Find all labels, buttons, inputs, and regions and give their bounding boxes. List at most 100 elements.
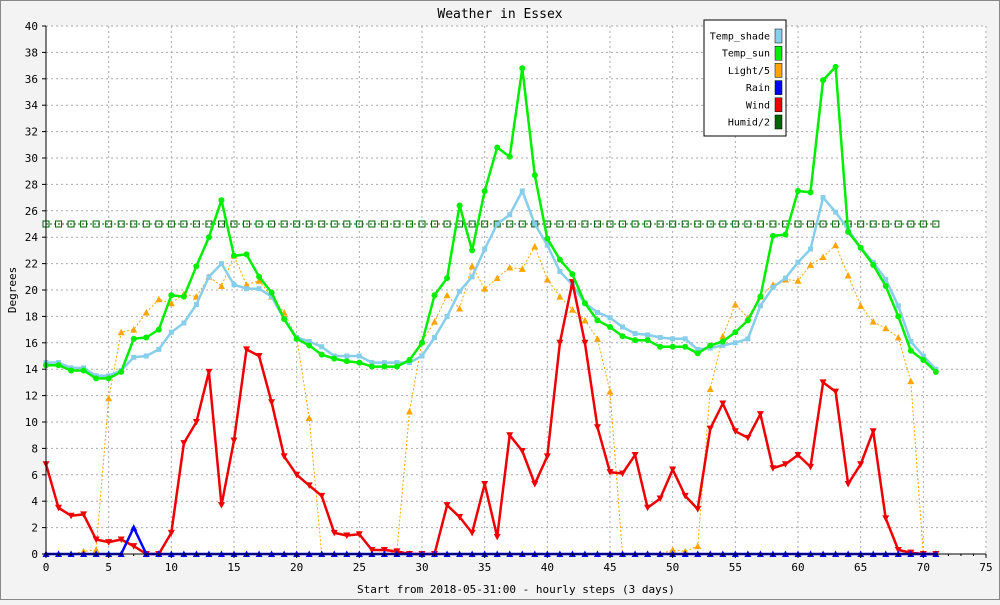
data-point <box>469 274 475 280</box>
tick-labels: 0 5 10 15 20 25 30 35 40 45 50 55 60 65 70 750246810121… <box>25 20 993 574</box>
data-point <box>193 263 200 270</box>
data-point <box>531 242 539 250</box>
data-point <box>305 414 313 422</box>
data-point <box>719 338 726 345</box>
data-point <box>594 309 600 315</box>
data-point <box>594 317 601 324</box>
data-point <box>131 354 137 360</box>
data-point <box>493 220 501 228</box>
x-tick-label: 10 <box>165 561 178 574</box>
data-point <box>456 514 464 521</box>
data-point <box>431 220 439 228</box>
data-point <box>180 293 187 300</box>
data-point <box>419 339 425 346</box>
data-point <box>268 399 276 406</box>
y-tick-label: 26 <box>25 205 38 218</box>
y-tick-label: 0 <box>31 548 38 561</box>
legend-box <box>703 19 787 137</box>
legend-label: Temp_shade <box>710 32 770 43</box>
data-point <box>130 524 138 531</box>
data-point <box>543 453 551 460</box>
data-point <box>556 256 563 263</box>
data-point <box>280 453 288 460</box>
data-point <box>644 220 652 228</box>
data-point <box>80 367 87 374</box>
data-point <box>620 324 626 330</box>
data-point <box>168 292 175 299</box>
data-point <box>807 261 815 268</box>
data-point <box>180 220 188 228</box>
data-point <box>393 220 401 228</box>
data-point <box>706 220 714 228</box>
data-point <box>568 220 576 228</box>
y-tick-label: 10 <box>25 416 38 429</box>
data-point <box>217 220 225 228</box>
data-point <box>706 385 714 392</box>
data-point <box>670 336 676 342</box>
data-point <box>67 220 75 228</box>
data-point <box>481 481 489 488</box>
data-point <box>568 306 576 313</box>
data-point <box>155 326 162 333</box>
data-point <box>844 481 852 488</box>
y-tick-label: 32 <box>25 126 38 139</box>
data-point <box>206 274 212 280</box>
data-point <box>506 153 513 160</box>
y-tick-label: 34 <box>25 99 39 112</box>
y-tick-label: 30 <box>25 152 38 165</box>
data-point <box>92 546 100 554</box>
data-point <box>205 368 213 376</box>
data-point <box>869 318 877 325</box>
data-point <box>330 529 338 537</box>
legend-swatch <box>774 80 783 95</box>
data-point <box>682 343 689 350</box>
data-point <box>744 317 751 324</box>
data-point <box>870 261 877 268</box>
data-point <box>205 220 213 228</box>
data-point <box>305 220 313 228</box>
data-point <box>518 220 526 228</box>
axes <box>42 25 987 558</box>
legend-label: Temp_sun <box>722 49 770 60</box>
data-point <box>544 242 550 248</box>
data-point <box>656 220 664 228</box>
data-point <box>167 299 175 307</box>
data-point <box>318 220 326 228</box>
data-point <box>105 375 112 382</box>
data-point <box>932 368 939 375</box>
data-point <box>769 465 777 472</box>
data-point <box>405 407 413 415</box>
x-tick-label: 70 <box>917 561 930 574</box>
legend-swatch <box>774 114 783 130</box>
data-point <box>306 338 312 344</box>
data-point <box>794 220 802 228</box>
data-point <box>130 543 138 550</box>
data-point <box>419 353 425 359</box>
data-point <box>230 220 238 228</box>
data-point <box>593 424 601 431</box>
data-point <box>581 300 588 307</box>
data-point <box>732 329 739 336</box>
data-point <box>319 344 325 350</box>
data-point <box>255 220 263 228</box>
data-point <box>657 335 663 341</box>
data-point <box>606 469 614 476</box>
data-point <box>794 277 802 284</box>
data-point <box>857 302 865 309</box>
data-point <box>431 292 438 299</box>
y-tick-label: 28 <box>25 178 38 191</box>
data-point <box>581 339 589 347</box>
data-point <box>581 316 589 324</box>
data-point <box>443 220 451 228</box>
y-tick-label: 16 <box>25 337 38 350</box>
data-point <box>243 346 251 353</box>
y-tick-label: 4 <box>31 495 38 508</box>
data-point <box>268 289 275 296</box>
data-point <box>832 241 840 249</box>
data-point <box>468 529 476 537</box>
data-point <box>669 466 677 474</box>
data-point <box>556 293 564 300</box>
data-point <box>556 339 564 347</box>
data-point <box>519 65 526 72</box>
data-point <box>857 220 865 228</box>
